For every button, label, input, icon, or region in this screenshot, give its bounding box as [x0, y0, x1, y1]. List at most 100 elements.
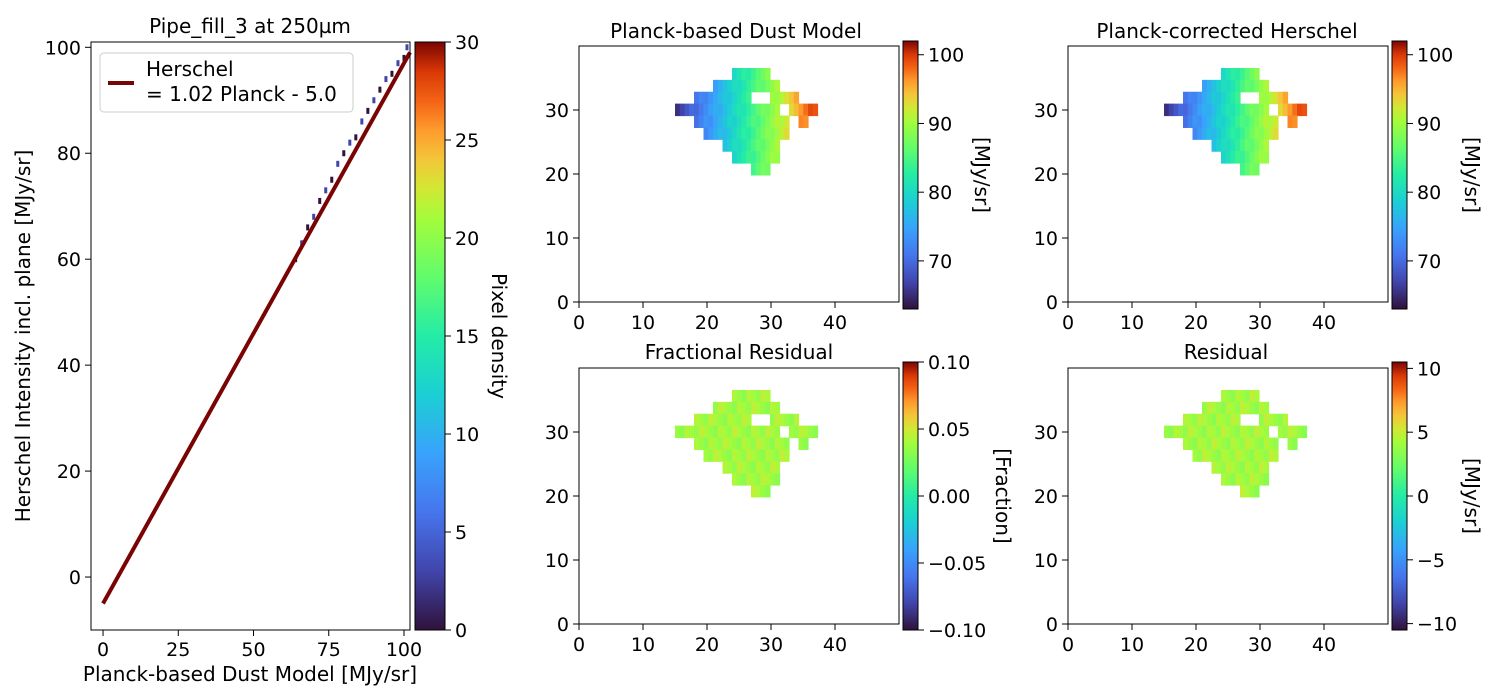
colorbar-tick-label: 70	[928, 251, 952, 273]
map-cell	[1221, 401, 1227, 415]
map-cell	[1221, 68, 1227, 81]
map-cell	[755, 127, 762, 140]
map-cell	[1230, 413, 1236, 427]
map-cell	[1268, 115, 1274, 128]
x-tick-label: 75	[317, 639, 341, 661]
map-cell	[703, 115, 709, 128]
map-cell	[774, 91, 781, 105]
map-cell	[770, 437, 776, 450]
map-cell	[1225, 449, 1232, 462]
map-colorbar-ticks: 0.10 0.05 0.00 −0.05 −0.10	[918, 352, 986, 642]
map-cell	[736, 79, 743, 93]
map-cell	[1235, 437, 1241, 450]
map-cell	[746, 437, 752, 450]
map-cell	[694, 425, 700, 439]
map-cell	[736, 115, 743, 128]
map-cell	[1225, 401, 1232, 415]
map-cell	[1287, 425, 1293, 439]
map-cell	[717, 401, 724, 415]
map-cell	[1263, 401, 1270, 415]
map-cell	[770, 461, 776, 474]
map-cell	[1221, 91, 1227, 105]
map-cell	[1254, 68, 1260, 81]
map-cell	[736, 461, 743, 474]
map-cell	[713, 437, 719, 450]
map-cell	[1292, 115, 1298, 128]
map-cell	[774, 401, 781, 415]
map-cell	[1249, 127, 1255, 140]
map-cell	[708, 103, 714, 117]
map-cell	[803, 103, 809, 117]
map-cell	[770, 425, 776, 439]
map-cell	[1254, 485, 1260, 498]
scatter-y-label: Herschel Intensity incl. plane [MJy/sr]	[11, 150, 35, 523]
map-cell	[1230, 127, 1236, 140]
map-cell	[789, 425, 795, 439]
x-tick-label: 10	[1120, 634, 1144, 656]
map-cell	[1164, 425, 1170, 439]
map-cell	[1235, 139, 1241, 152]
map-cell	[1216, 425, 1222, 439]
map-cell	[722, 437, 728, 450]
map-cell	[1249, 449, 1255, 462]
map-colorbar-label: [MJy/sr]	[1460, 137, 1484, 213]
map-cell	[1192, 425, 1198, 439]
map-cell	[1192, 103, 1198, 117]
map-cell	[727, 461, 733, 474]
map-cell	[1225, 68, 1232, 81]
map-cell	[1216, 127, 1222, 140]
map-cell	[755, 437, 762, 450]
map-cell	[784, 127, 790, 140]
map-cell	[793, 425, 800, 439]
map-cell	[1263, 103, 1270, 117]
map-cell	[755, 473, 762, 486]
map-cell	[1240, 437, 1246, 450]
map-cell	[1216, 139, 1222, 152]
map-cell	[741, 68, 747, 81]
map-cell	[708, 425, 714, 439]
map-cell	[1216, 79, 1222, 93]
map-cell	[736, 151, 743, 164]
map-cell	[679, 103, 686, 117]
map-cell	[1230, 103, 1236, 117]
map-cell	[1287, 115, 1293, 128]
map-cell	[1287, 437, 1293, 450]
map-cell	[770, 103, 776, 117]
y-tick-label: 0	[69, 567, 81, 589]
colorbar-tick-label: −0.10	[928, 620, 986, 642]
map-title-residual: Residual	[1184, 340, 1268, 364]
map-cell	[1268, 413, 1274, 427]
density-point	[402, 54, 406, 61]
map-cell	[798, 425, 804, 439]
map-cell	[1263, 449, 1270, 462]
map-cell	[722, 91, 728, 105]
y-tick-label: 10	[1034, 228, 1058, 250]
map-cell	[774, 473, 781, 486]
map-cell	[1221, 127, 1227, 140]
map-cell	[1235, 127, 1241, 140]
map-cell	[755, 139, 762, 152]
map-cell	[770, 79, 776, 93]
map-cell	[1254, 390, 1260, 403]
map-cell	[1221, 425, 1227, 439]
map-cell	[703, 449, 709, 462]
map-cell	[694, 115, 700, 128]
map-cell	[727, 449, 733, 462]
map-cell	[755, 79, 762, 93]
map-cell	[713, 103, 719, 117]
map-cell	[1287, 103, 1293, 117]
map-cell	[708, 115, 714, 128]
map-cell	[1259, 127, 1265, 140]
map-cell	[1221, 461, 1227, 474]
map-cell	[1273, 437, 1279, 450]
colorbar-tick-label: 0	[455, 620, 467, 642]
map-cell	[741, 473, 747, 486]
map-cell	[1249, 461, 1255, 474]
map-cell	[1230, 151, 1236, 164]
map-cell	[736, 425, 743, 439]
map-cell	[1192, 437, 1198, 450]
map-cell	[755, 163, 762, 176]
map-cell	[1297, 425, 1303, 439]
map-cell	[746, 401, 752, 415]
map-cell	[765, 139, 771, 152]
